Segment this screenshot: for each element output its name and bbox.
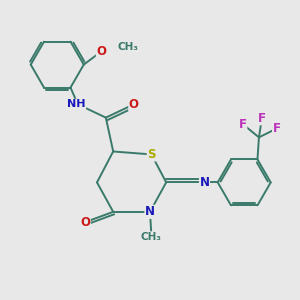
Text: N: N <box>145 205 155 218</box>
Text: O: O <box>80 216 90 229</box>
Text: NH: NH <box>67 99 86 110</box>
Text: F: F <box>273 122 280 135</box>
Text: O: O <box>129 98 139 111</box>
Text: CH₃: CH₃ <box>118 42 139 52</box>
Text: CH₃: CH₃ <box>141 232 162 242</box>
Text: N: N <box>200 176 209 189</box>
Text: F: F <box>239 118 247 130</box>
Text: O: O <box>96 45 106 58</box>
Text: F: F <box>258 112 266 125</box>
Text: S: S <box>147 148 156 161</box>
